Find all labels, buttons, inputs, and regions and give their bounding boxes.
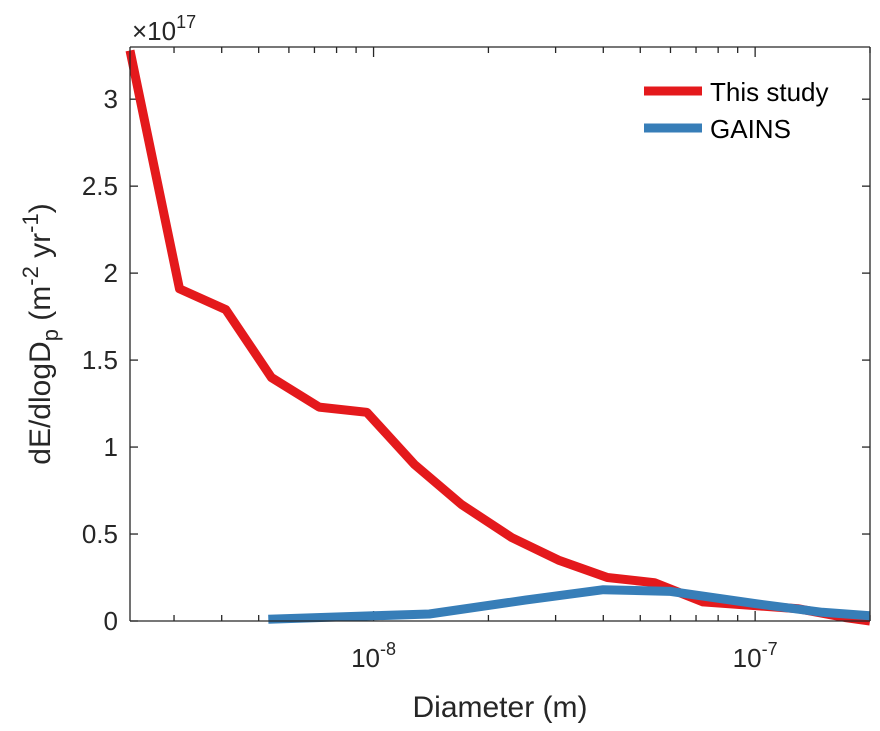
- legend-label-this-study: This study: [710, 77, 829, 107]
- legend-label-gains: GAINS: [710, 114, 791, 144]
- y-exponent-label: ×1017: [132, 12, 196, 46]
- y-tick-label: 3: [104, 84, 118, 114]
- y-axis-label: dE/dlogDp (m-2 yr-1): [18, 203, 63, 464]
- y-tick-label: 2.5: [82, 171, 118, 201]
- x-tick-label: 10-8: [351, 639, 396, 673]
- x-tick-label: 10-7: [733, 639, 778, 673]
- y-exponent-sup: 17: [176, 12, 196, 32]
- x-axis-label: Diameter (m): [412, 691, 587, 724]
- legend: This study GAINS: [644, 77, 829, 144]
- y-tick-label: 1.5: [82, 345, 118, 375]
- y-tick-label: 0.5: [82, 519, 118, 549]
- y-tick-label: 0: [104, 606, 118, 636]
- ticks: 0 0.5 1 1.5 2 2.5 3 10-8 10-7: [82, 47, 871, 673]
- series-lines: [125, 49, 871, 626]
- y-tick-label: 1: [104, 432, 118, 462]
- y-tick-label: 2: [104, 258, 118, 288]
- series-line-gains: [268, 585, 871, 624]
